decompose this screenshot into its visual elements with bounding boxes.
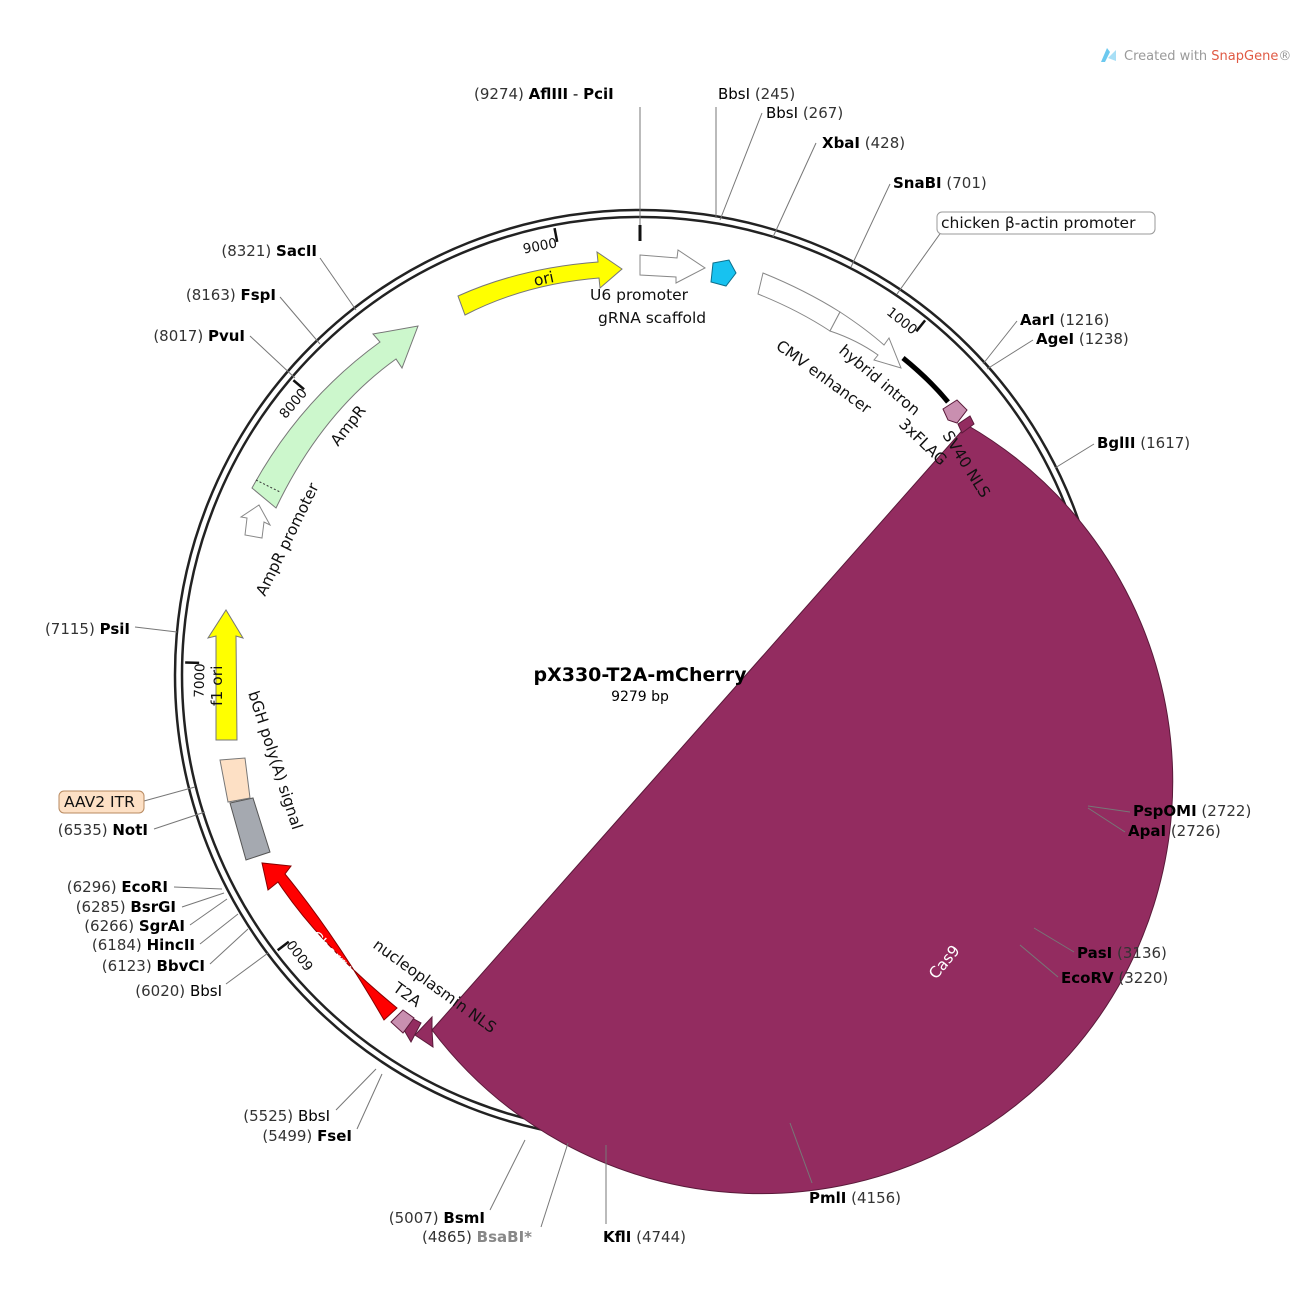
threexflag-feature[interactable] (942, 399, 968, 424)
tick-9000 (553, 227, 559, 243)
ori-feature[interactable] (457, 250, 623, 316)
bgh-polya-feature[interactable] (229, 797, 271, 861)
site-xbai[interactable]: XbaI (428) (822, 134, 905, 152)
fsei-leader-line (356, 1073, 383, 1130)
bsabi-leader-line (540, 1142, 569, 1228)
site-afliii-pcii[interactable]: (9274) AflIII - PciI (474, 85, 614, 103)
plasmid-name: pX330-T2A-mCherry (533, 664, 747, 686)
chicken-leader-line (896, 230, 943, 295)
site-snabi[interactable]: SnaBI (701) (893, 174, 987, 192)
aav2-itr-label: AAV2 ITR (64, 793, 135, 811)
aav2-leader-line (143, 786, 196, 802)
bbvci-leader-line (209, 928, 249, 965)
ecori-leader-line (173, 886, 223, 890)
tick-6000 (276, 940, 290, 952)
site-aari[interactable]: AarI (1216) (1020, 311, 1109, 329)
site-pasi[interactable]: PasI (3136) (1077, 944, 1167, 962)
mcherry-feature[interactable] (261, 862, 398, 1021)
f1-ori-label: f1 ori (208, 666, 226, 706)
sacii-leader-line (319, 257, 357, 311)
site-noti[interactable]: (6535) NotI (58, 821, 148, 839)
bbsi-5525-leader-line (335, 1068, 377, 1111)
site-bbvci[interactable]: (6123) BbvCI (102, 957, 205, 975)
pspomi-leader-line (1087, 805, 1131, 813)
plasmid-length: 9279 bp (611, 689, 669, 705)
grna-scaffold-label: gRNA scaffold (598, 309, 706, 327)
tick-8000 (292, 379, 305, 391)
snabi-leader-line (850, 183, 891, 268)
chicken-promoter-label: chicken β-actin promoter (941, 214, 1136, 232)
site-bglii[interactable]: BglII (1617) (1097, 434, 1190, 452)
tick-1000 (915, 319, 927, 333)
cas9-feature[interactable] (414, 424, 1174, 1195)
bsrgi-leader-line (181, 892, 225, 908)
site-bbsi-6020[interactable]: (6020) BbsI (135, 982, 222, 1000)
aav2-itr-feature[interactable] (219, 757, 251, 803)
leader-lines (134, 107, 1131, 1228)
site-pvui[interactable]: (8017) PvuI (153, 327, 245, 345)
site-pmli[interactable]: PmlI (4156) (809, 1189, 901, 1207)
site-bsmi[interactable]: (5007) BsmI (389, 1209, 485, 1227)
hybrid-intron-feature[interactable] (901, 356, 950, 404)
chicken-promoter-box: chicken β-actin promoter (936, 211, 1156, 235)
site-pspomi[interactable]: PspOMI (2722) (1133, 802, 1251, 820)
t2a-feature[interactable] (390, 1009, 415, 1034)
pmli-leader-line (789, 1122, 813, 1184)
bbsi-267-leader-line (719, 112, 763, 221)
site-ecorv[interactable]: EcoRV (3220) (1061, 969, 1168, 987)
site-bbsi-5525[interactable]: (5525) BbsI (243, 1107, 330, 1125)
site-psii[interactable]: (7115) PsiI (45, 620, 130, 638)
ampr-promoter-feature[interactable] (239, 504, 272, 539)
tick-label-7000: 7000 (192, 663, 209, 698)
grna-scaffold-feature[interactable] (710, 259, 737, 287)
bsmi-leader-line (489, 1139, 526, 1211)
site-bbsi-267[interactable]: BbsI (267) (766, 104, 843, 122)
apai-leader-line (1087, 807, 1126, 833)
ori-label: ori (532, 268, 555, 290)
site-fsei[interactable]: (5499) FseI (262, 1127, 352, 1145)
site-bsrgi[interactable]: (6285) BsrGI (76, 898, 176, 916)
f1-ori-feature[interactable] (206, 609, 245, 741)
u6-promoter-label: U6 promoter (590, 286, 689, 304)
u6-promoter-feature[interactable] (639, 249, 706, 284)
fspi-leader-line (279, 296, 321, 345)
cmv-enhancer-feature[interactable] (757, 272, 841, 332)
site-fspi[interactable]: (8163) FspI (186, 286, 276, 304)
agei-leader-line (986, 339, 1034, 370)
xbai-leader-line (772, 142, 817, 238)
ampr-feature[interactable] (251, 325, 419, 509)
snapgene-logo (1101, 48, 1116, 62)
site-sgrai[interactable]: (6266) SgrAI (84, 917, 185, 935)
hincii-leader-line (199, 913, 239, 945)
sgrai-leader-line (189, 898, 228, 926)
pasi-leader-line (1033, 927, 1075, 953)
aari-leader-line (982, 320, 1018, 365)
created-with-snapgene: Created with SnapGene® (1124, 49, 1291, 64)
site-bbsi-245[interactable]: BbsI (245) (718, 85, 795, 103)
features (206, 249, 1174, 1195)
site-bsabi[interactable]: (4865) BsaBI* (422, 1228, 532, 1246)
bbsi-6020-leader-line (225, 952, 269, 985)
site-kfli[interactable]: KflI (4744) (603, 1228, 686, 1246)
cmv-enhancer-label: CMV enhancer (773, 337, 875, 418)
bglii-leader-line (1054, 443, 1095, 469)
tick-label-9000: 9000 (522, 235, 559, 257)
ecorv-leader-line (1019, 944, 1059, 978)
site-hincii[interactable]: (6184) HincII (92, 936, 195, 954)
site-sacii[interactable]: (8321) SacII (221, 242, 317, 260)
psii-leader-line (134, 626, 178, 633)
aav2-itr-box: AAV2 ITR (58, 790, 145, 814)
pvui-leader-line (249, 335, 296, 379)
sv40-nls-feature[interactable] (957, 415, 975, 434)
site-agei[interactable]: AgeI (1238) (1036, 330, 1129, 348)
site-apai[interactable]: ApaI (2726) (1128, 822, 1221, 840)
enzyme-site-labels: (9274) AflIII - PciI BbsI (245)BbsI (267)… (45, 85, 1251, 1246)
chicken-promoter-feature[interactable] (829, 311, 902, 369)
noti-leader-line (153, 811, 206, 830)
site-ecori[interactable]: (6296) EcoRI (67, 878, 168, 896)
